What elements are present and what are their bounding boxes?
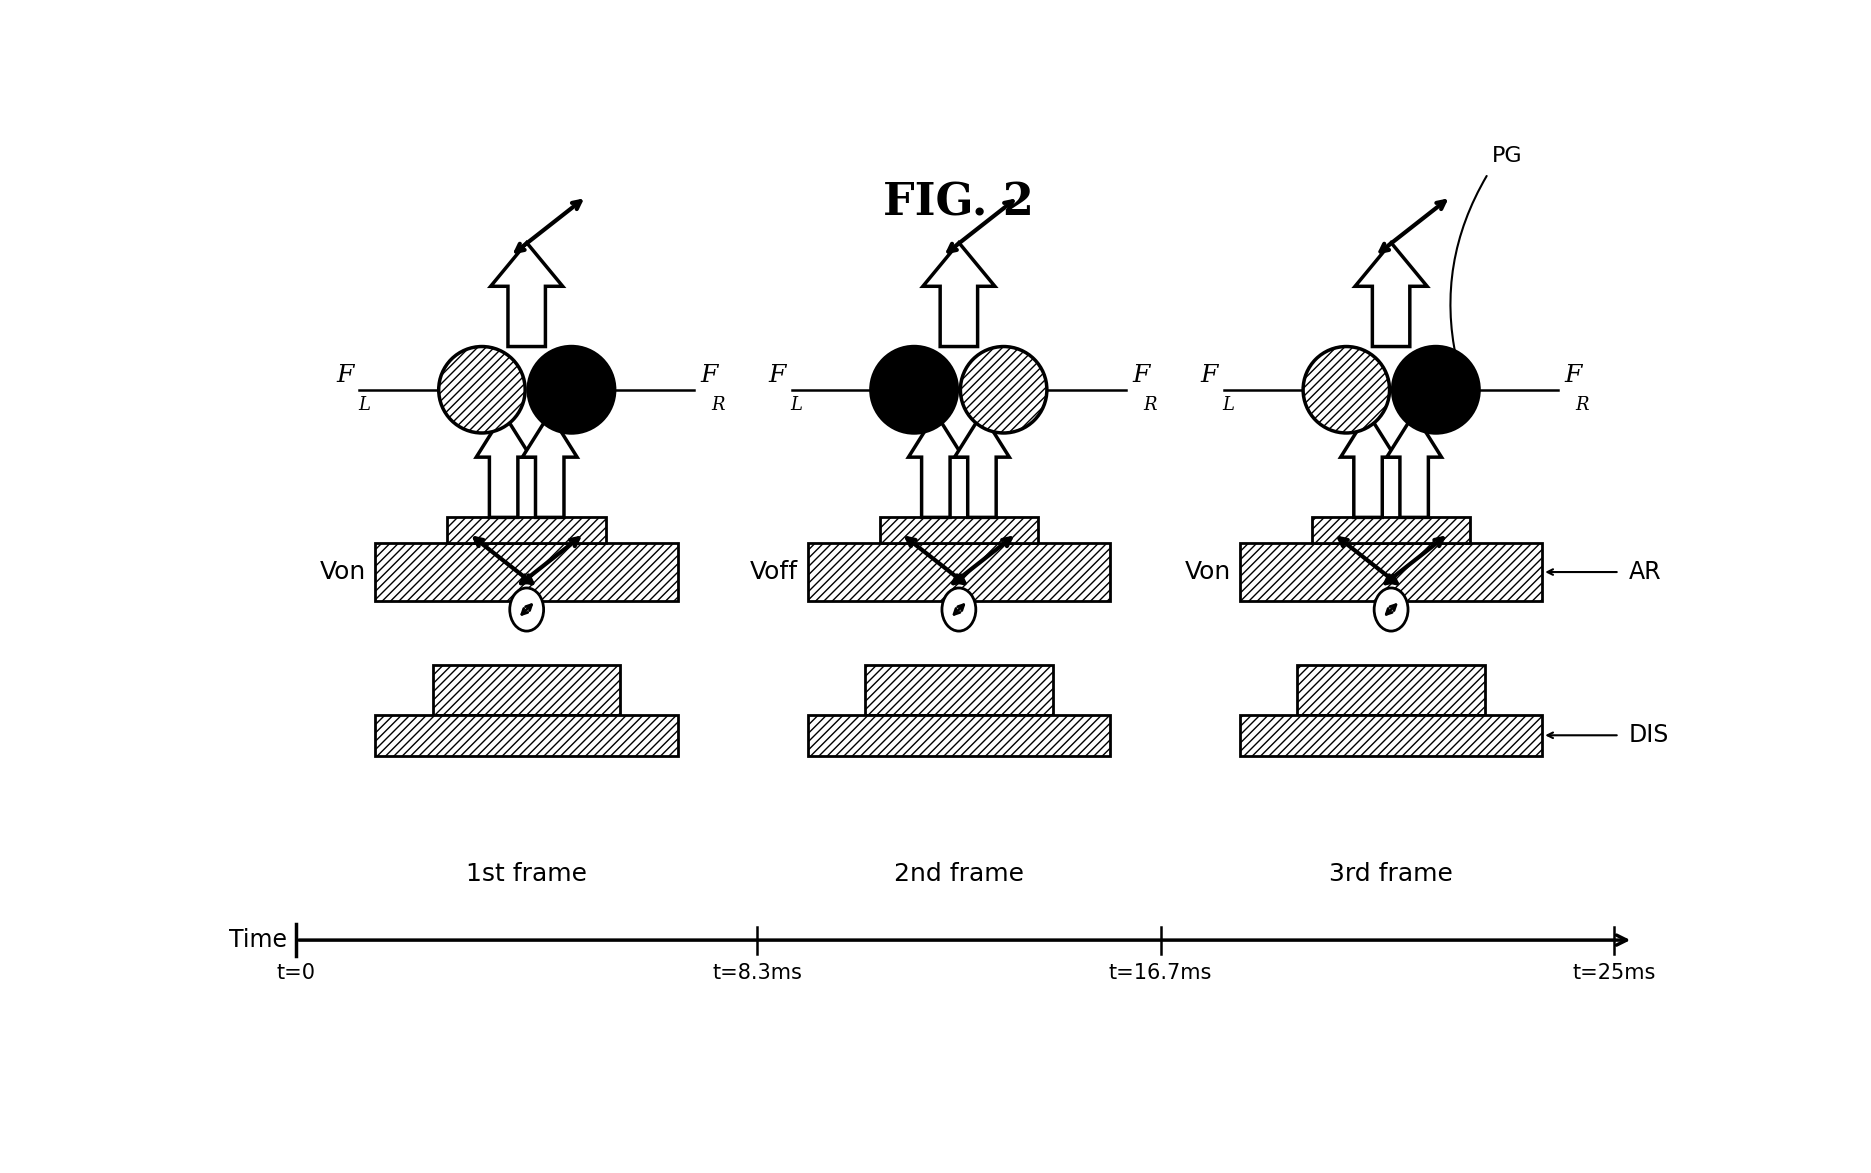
Text: 2nd frame: 2nd frame — [894, 862, 1023, 886]
Text: Von: Von — [320, 560, 367, 584]
Bar — [864, 665, 1053, 716]
Text: Time: Time — [228, 928, 286, 952]
Text: AR: AR — [1630, 560, 1661, 584]
Circle shape — [1302, 346, 1390, 433]
Bar — [1240, 716, 1542, 755]
Polygon shape — [1355, 243, 1428, 346]
Bar — [1240, 543, 1542, 602]
Text: t=16.7ms: t=16.7ms — [1110, 963, 1212, 983]
Text: F: F — [769, 364, 786, 387]
Text: DIS: DIS — [1630, 724, 1669, 747]
Text: F: F — [1564, 364, 1581, 387]
Circle shape — [438, 346, 526, 433]
Text: L: L — [357, 396, 370, 414]
Polygon shape — [1342, 414, 1396, 517]
Text: R: R — [1143, 396, 1156, 414]
Polygon shape — [922, 243, 995, 346]
Bar — [447, 517, 606, 543]
Polygon shape — [909, 414, 964, 517]
Bar — [808, 716, 1110, 755]
Bar — [376, 716, 677, 755]
Text: t=0: t=0 — [277, 963, 316, 983]
Ellipse shape — [1373, 588, 1409, 631]
Circle shape — [528, 346, 616, 433]
Text: 1st frame: 1st frame — [466, 862, 587, 886]
Polygon shape — [477, 414, 531, 517]
Text: FIG. 2: FIG. 2 — [883, 182, 1035, 224]
Text: R: R — [711, 396, 724, 414]
Text: L: L — [790, 396, 803, 414]
Text: F: F — [1132, 364, 1149, 387]
Ellipse shape — [509, 588, 544, 631]
Text: Von: Von — [1184, 560, 1231, 584]
Bar — [1312, 517, 1471, 543]
Bar — [432, 665, 621, 716]
Text: F: F — [337, 364, 354, 387]
Text: PG: PG — [1491, 145, 1523, 165]
Polygon shape — [1386, 414, 1441, 517]
Bar — [1297, 665, 1486, 716]
Text: Voff: Voff — [750, 560, 799, 584]
Polygon shape — [522, 414, 576, 517]
Text: t=8.3ms: t=8.3ms — [713, 963, 803, 983]
Polygon shape — [490, 243, 563, 346]
Bar — [808, 543, 1110, 602]
Bar — [376, 543, 677, 602]
Ellipse shape — [941, 588, 977, 631]
Text: R: R — [1575, 396, 1588, 414]
Text: F: F — [700, 364, 717, 387]
Circle shape — [1392, 346, 1480, 433]
Text: L: L — [1222, 396, 1235, 414]
Circle shape — [960, 346, 1048, 433]
Text: t=25ms: t=25ms — [1574, 963, 1656, 983]
Circle shape — [870, 346, 958, 433]
Bar — [879, 517, 1038, 543]
Polygon shape — [954, 414, 1008, 517]
Text: F: F — [1201, 364, 1218, 387]
Text: 3rd frame: 3rd frame — [1328, 862, 1454, 886]
